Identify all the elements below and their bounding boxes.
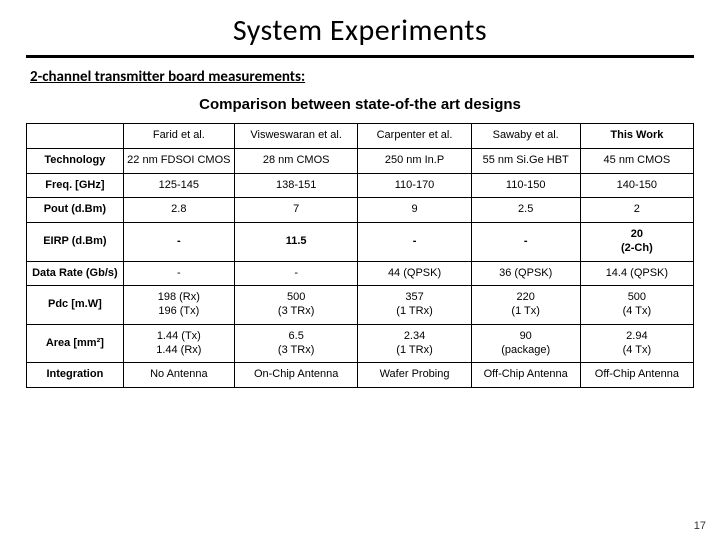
header-col: Farid et al. xyxy=(123,124,234,149)
table-cell: No Antenna xyxy=(123,363,234,388)
table-row: Pdc [m.W]198 (Rx)196 (Tx)500(3 TRx)357(1… xyxy=(27,286,694,325)
table-cell: 90(package) xyxy=(471,324,580,363)
table-cell: 2.5 xyxy=(471,198,580,223)
title-rule xyxy=(26,55,694,58)
table-cell: 20(2-Ch) xyxy=(580,223,693,262)
row-label: Pdc [m.W] xyxy=(27,286,124,325)
table-cell: 2 xyxy=(580,198,693,223)
table-row: IntegrationNo AntennaOn-Chip AntennaWafe… xyxy=(27,363,694,388)
table-cell: 198 (Rx)196 (Tx) xyxy=(123,286,234,325)
table-cell: 55 nm Si.Ge HBT xyxy=(471,148,580,173)
header-col: Sawaby et al. xyxy=(471,124,580,149)
table-row: Data Rate (Gb/s)--44 (QPSK)36 (QPSK)14.4… xyxy=(27,261,694,286)
table-cell: 110-170 xyxy=(358,173,471,198)
header-col: Visweswaran et al. xyxy=(234,124,358,149)
table-caption: Comparison between state-of-the art desi… xyxy=(26,96,694,113)
table-cell: On-Chip Antenna xyxy=(234,363,358,388)
table-cell: 36 (QPSK) xyxy=(471,261,580,286)
table-cell: 28 nm CMOS xyxy=(234,148,358,173)
table-cell: 357(1 TRx) xyxy=(358,286,471,325)
row-label: Technology xyxy=(27,148,124,173)
table-cell: 500(3 TRx) xyxy=(234,286,358,325)
table-cell: 44 (QPSK) xyxy=(358,261,471,286)
table-cell: 2.8 xyxy=(123,198,234,223)
subheading: 2-channel transmitter board measurements… xyxy=(30,68,694,86)
table-cell: 11.5 xyxy=(234,223,358,262)
row-label: Freq. [GHz] xyxy=(27,173,124,198)
table-cell: 45 nm CMOS xyxy=(580,148,693,173)
page-number: 17 xyxy=(694,520,706,532)
table-cell: - xyxy=(123,261,234,286)
table-cell: Off-Chip Antenna xyxy=(471,363,580,388)
table-cell: 250 nm In.P xyxy=(358,148,471,173)
table-row: Technology22 nm FDSOI CMOS28 nm CMOS250 … xyxy=(27,148,694,173)
table-cell: 2.94(4 Tx) xyxy=(580,324,693,363)
table-cell: 138-151 xyxy=(234,173,358,198)
header-blank xyxy=(27,124,124,149)
table-cell: 7 xyxy=(234,198,358,223)
table-cell: 1.44 (Tx)1.44 (Rx) xyxy=(123,324,234,363)
table-row: EIRP (d.Bm)-11.5--20(2-Ch) xyxy=(27,223,694,262)
table-cell: 22 nm FDSOI CMOS xyxy=(123,148,234,173)
table-cell: 140-150 xyxy=(580,173,693,198)
row-label: Integration xyxy=(27,363,124,388)
table-cell: - xyxy=(123,223,234,262)
row-label: EIRP (d.Bm) xyxy=(27,223,124,262)
comparison-table: Farid et al. Visweswaran et al. Carpente… xyxy=(26,123,694,388)
table-cell: 14.4 (QPSK) xyxy=(580,261,693,286)
header-col-this-work: This Work xyxy=(580,124,693,149)
table-cell: - xyxy=(358,223,471,262)
row-label: Data Rate (Gb/s) xyxy=(27,261,124,286)
table-header-row: Farid et al. Visweswaran et al. Carpente… xyxy=(27,124,694,149)
table-row: Freq. [GHz]125-145138-151110-170110-1501… xyxy=(27,173,694,198)
table-cell: 6.5(3 TRx) xyxy=(234,324,358,363)
page-title: System Experiments xyxy=(26,12,694,49)
table-row: Area [mm²]1.44 (Tx)1.44 (Rx)6.5(3 TRx)2.… xyxy=(27,324,694,363)
table-cell: 125-145 xyxy=(123,173,234,198)
header-col: Carpenter et al. xyxy=(358,124,471,149)
table-body: Technology22 nm FDSOI CMOS28 nm CMOS250 … xyxy=(27,148,694,387)
table-cell: 110-150 xyxy=(471,173,580,198)
row-label: Pout (d.Bm) xyxy=(27,198,124,223)
slide: System Experiments 2-channel transmitter… xyxy=(0,0,720,540)
table-cell: 9 xyxy=(358,198,471,223)
table-cell: 500(4 Tx) xyxy=(580,286,693,325)
table-cell: 220(1 Tx) xyxy=(471,286,580,325)
row-label: Area [mm²] xyxy=(27,324,124,363)
table-row: Pout (d.Bm)2.8792.52 xyxy=(27,198,694,223)
table-cell: - xyxy=(234,261,358,286)
table-cell: Wafer Probing xyxy=(358,363,471,388)
table-cell: Off-Chip Antenna xyxy=(580,363,693,388)
table-cell: 2.34(1 TRx) xyxy=(358,324,471,363)
table-cell: - xyxy=(471,223,580,262)
